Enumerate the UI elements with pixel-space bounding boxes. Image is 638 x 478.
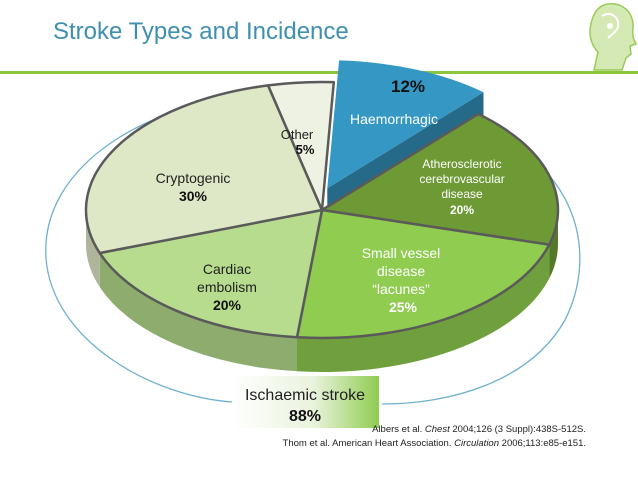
cryptogenic-slice (84, 84, 324, 255)
small-vessel-slice (295, 208, 551, 340)
cryptogenic-value: 30% (179, 188, 208, 204)
other-value: 5% (296, 142, 315, 157)
ischaemic-value: 88% (289, 408, 321, 425)
title-divider (0, 71, 638, 74)
athero-label-3: disease (441, 187, 483, 201)
cardiac-embolism-slice-side (99, 253, 298, 372)
other-label: Other (281, 127, 314, 142)
ischaemic-group-box (232, 376, 379, 428)
ischaemic-label: Ischaemic stroke (245, 387, 365, 404)
other-slice (266, 80, 336, 212)
cardiac-value: 20% (213, 297, 242, 313)
reference-1: Albers et al. Chest 2004;126 (3 Suppl):4… (283, 423, 586, 437)
ref1-citation: 2004;126 (3 Suppl):438S-512S. (449, 424, 586, 435)
athero-value: 20% (450, 203, 474, 217)
small-vessel-slice-side (297, 244, 550, 372)
smallvessel-label-1: Small vessel (362, 245, 441, 261)
ref1-authors: Albers et al. (372, 424, 425, 435)
haemorrhagic-slice (327, 60, 484, 189)
cryptogenic-slice-side (86, 210, 100, 288)
cardiac-label-1: Cardiac (203, 261, 251, 277)
atherosclerotic-slice (320, 112, 560, 246)
smallvessel-label-3: “lacunes” (372, 281, 430, 297)
cardiac-embolism-slice (98, 208, 324, 339)
haemorrhagic-value: 12% (391, 77, 425, 96)
athero-label-2: cerebrovascular (419, 172, 504, 186)
ref2-authors: Thom et al. American Heart Association. (282, 438, 455, 449)
athero-label-1: Atherosclerotic (422, 157, 501, 171)
cryptogenic-label: Cryptogenic (156, 170, 231, 186)
reference-2: Thom et al. American Heart Association. … (283, 437, 586, 451)
haemorrhagic-label: Haemorrhagic (350, 111, 438, 127)
ref1-journal: Chest (424, 424, 450, 435)
ref2-journal: Circulation (454, 438, 500, 449)
page-title: Stroke Types and Incidence (53, 18, 349, 45)
human-head-icon (589, 3, 638, 71)
smallvessel-label-2: disease (377, 263, 425, 279)
cardiac-label-2: embolism (197, 279, 257, 295)
ref2-citation: 2006;113:e85-e151. (499, 438, 586, 449)
references: Albers et al. Chest 2004;126 (3 Suppl):4… (283, 423, 586, 451)
atherosclerotic-slice-side (549, 210, 558, 279)
smallvessel-value: 25% (389, 299, 418, 315)
